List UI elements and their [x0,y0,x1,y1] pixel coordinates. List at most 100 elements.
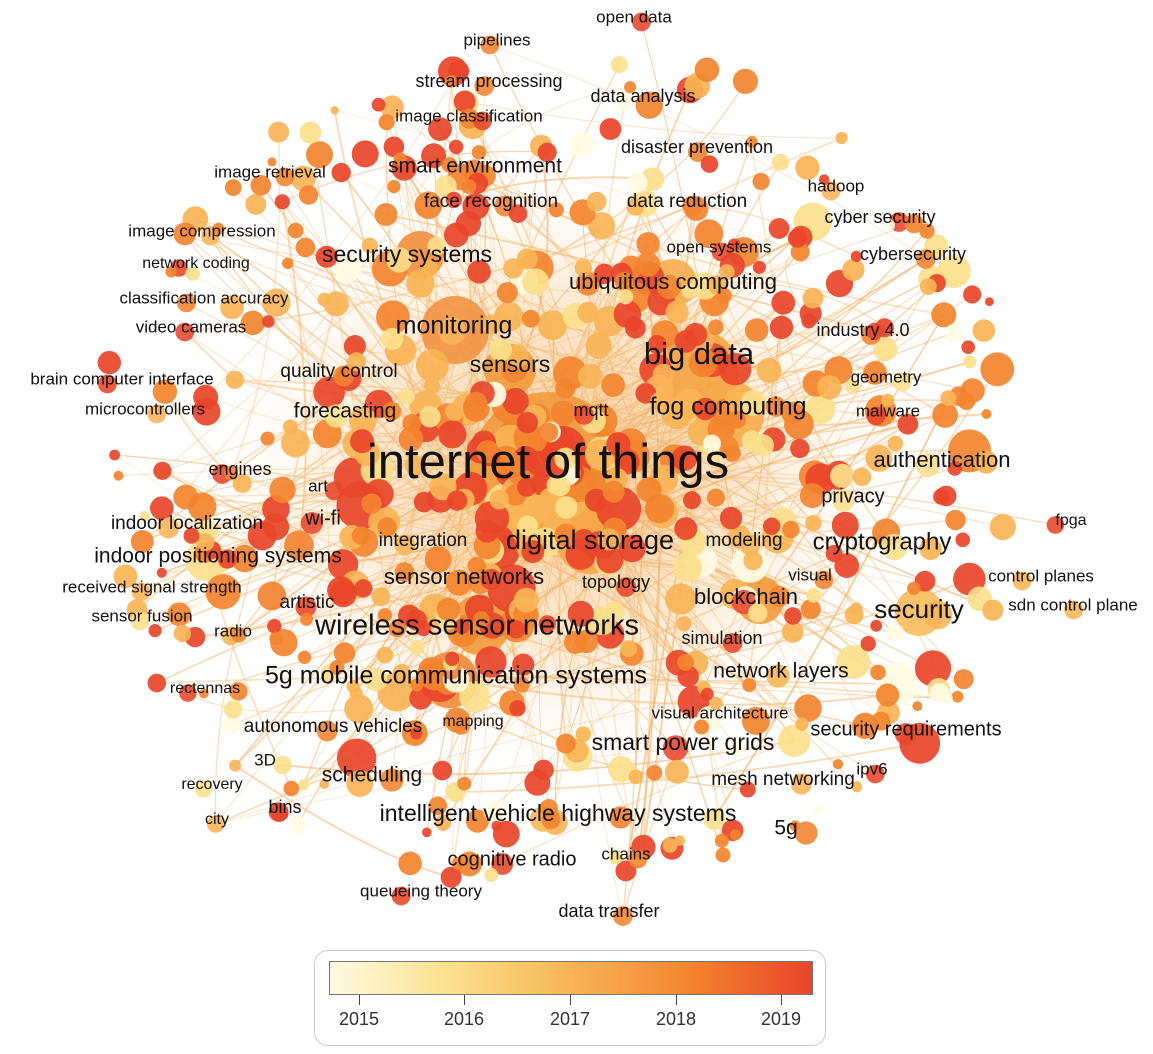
keyword-node[interactable] [130,611,150,631]
keyword-label[interactable]: bins [268,797,301,817]
keyword-node[interactable] [313,376,346,409]
keyword-node[interactable] [317,292,332,307]
keyword-node[interactable] [422,827,432,838]
keyword-node[interactable] [448,139,464,155]
keyword-node[interactable] [428,117,452,141]
keyword-label[interactable]: open systems [667,237,772,256]
keyword-node[interactable] [421,143,447,169]
keyword-node[interactable] [743,551,763,571]
keyword-label[interactable]: ubiquitous computing [569,269,777,294]
keyword-label[interactable]: chains [601,844,650,863]
keyword-node[interactable] [533,759,554,781]
keyword-label[interactable]: data analysis [590,86,695,106]
keyword-node[interactable] [904,214,924,234]
keyword-node[interactable] [393,663,411,682]
keyword-node[interactable] [415,349,449,382]
keyword-node[interactable] [446,490,468,511]
keyword-node[interactable] [508,204,528,223]
keyword-label[interactable]: engines [208,459,271,479]
keyword-node[interactable] [402,414,422,433]
keyword-node[interactable] [267,619,282,634]
keyword-node[interactable] [480,35,500,55]
keyword-node[interactable] [521,309,540,328]
keyword-node[interactable] [374,203,398,226]
keyword-node[interactable] [380,95,404,119]
keyword-label[interactable]: classification accuracy [119,288,289,307]
keyword-node[interactable] [932,402,958,428]
keyword-node[interactable] [881,533,908,561]
keyword-node[interactable] [739,534,761,556]
keyword-node[interactable] [260,431,275,446]
keyword-label[interactable]: wireless sensor networks [314,610,639,642]
keyword-node[interactable] [130,530,154,553]
keyword-label[interactable]: intelligent vehicle highway systems [380,800,737,826]
keyword-node[interactable] [601,373,625,397]
keyword-node[interactable] [610,56,628,74]
keyword-node[interactable] [919,223,935,239]
keyword-node[interactable] [915,249,936,269]
keyword-node[interactable] [942,693,953,704]
keyword-label[interactable]: quality control [280,361,397,382]
keyword-node[interactable] [933,488,950,505]
keyword-node[interactable] [283,780,300,797]
keyword-node[interactable] [616,577,636,597]
keyword-node[interactable] [432,760,453,781]
keyword-node[interactable] [383,136,405,158]
keyword-node[interactable] [842,258,865,281]
keyword-node[interactable] [165,266,177,278]
keyword-node[interactable] [98,374,117,394]
keyword-node[interactable] [537,142,557,162]
keyword-node[interactable] [231,544,259,573]
keyword-node[interactable] [503,452,525,473]
keyword-node[interactable] [224,700,243,719]
keyword-node[interactable] [387,180,401,194]
keyword-node[interactable] [652,363,675,386]
keyword-node[interactable] [703,434,721,453]
keyword-node[interactable] [865,444,893,472]
keyword-node[interactable] [288,815,307,834]
keyword-node[interactable] [555,733,576,754]
keyword-node[interactable] [465,809,489,833]
keyword-node[interactable] [587,212,616,240]
keyword-node[interactable] [315,245,338,268]
keyword-node[interactable] [409,639,425,656]
keyword-node[interactable] [974,450,998,474]
keyword-node[interactable] [351,140,379,168]
keyword-node[interactable] [324,404,348,428]
keyword-node[interactable] [872,336,898,362]
keyword-node[interactable] [295,596,317,618]
keyword-node[interactable] [625,315,642,332]
keyword-node[interactable] [350,429,374,454]
keyword-label[interactable]: brain computer interface [30,369,213,388]
keyword-node[interactable] [300,512,323,534]
keyword-label[interactable]: image classification [395,106,542,125]
keyword-node[interactable] [517,477,537,497]
keyword-label[interactable]: received signal strength [62,577,242,596]
keyword-label[interactable]: network layers [713,660,848,683]
keyword-label[interactable]: indoor positioning systems [94,545,341,568]
keyword-node[interactable] [626,198,645,216]
keyword-node[interactable] [870,664,886,681]
keyword-node[interactable] [551,400,576,426]
keyword-node[interactable] [814,570,834,590]
keyword-label[interactable]: smart environment [388,155,562,178]
keyword-node[interactable] [441,157,458,173]
keyword-node[interactable] [409,686,433,710]
keyword-node[interactable] [683,491,701,510]
keyword-node[interactable] [937,254,971,288]
keyword-node[interactable] [831,511,859,539]
keyword-node[interactable] [451,856,465,870]
keyword-node[interactable] [907,581,921,595]
keyword-node[interactable] [382,401,402,421]
keyword-node[interactable] [555,496,578,519]
keyword-node[interactable] [802,287,824,309]
keyword-node[interactable] [444,75,458,88]
keyword-node[interactable] [150,496,174,520]
keyword-node[interactable] [331,162,351,183]
keyword-node[interactable] [330,106,339,115]
keyword-node[interactable] [756,358,782,383]
keyword-node[interactable] [606,432,631,457]
keyword-node[interactable] [316,720,338,742]
keyword-node[interactable] [329,660,345,675]
keyword-node[interactable] [513,587,539,613]
